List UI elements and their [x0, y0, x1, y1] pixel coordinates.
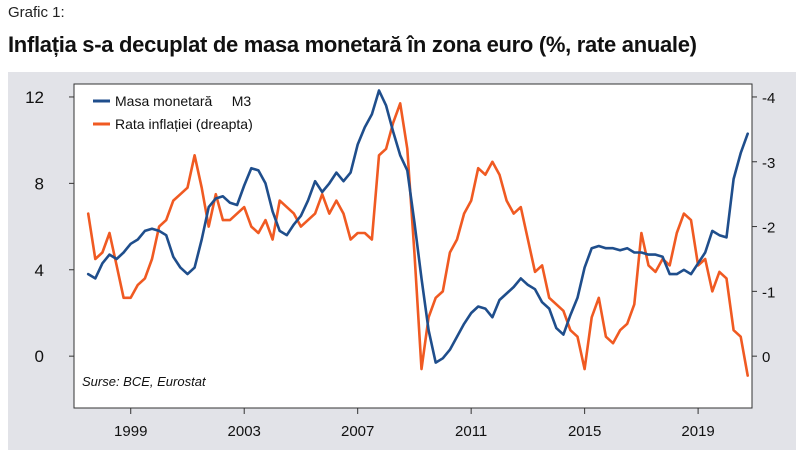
legend-label: Rata inflației (dreapta): [115, 116, 253, 132]
y-right-tick-label: -2: [762, 220, 775, 237]
figure-kicker: Grafic 1:: [8, 4, 65, 21]
source-note: Surse: BCE, Eurostat: [82, 374, 207, 389]
x-tick-label: 2019: [681, 423, 714, 440]
legend: Masa monetară M3 Rata inflației (dreapta): [93, 93, 253, 132]
y-left-tick-label: 8: [35, 174, 44, 193]
x-tick-label: 2015: [568, 423, 601, 440]
y-left-tick-label: 4: [35, 261, 44, 280]
x-tick-label: 2011: [455, 423, 487, 440]
y-left-tick-label: 0: [35, 347, 44, 366]
x-tick-label: 1999: [114, 423, 147, 440]
y-right-tick-label: -4: [762, 90, 775, 107]
series-line-inflation: [86, 102, 750, 377]
series-line-m3: [86, 89, 750, 364]
x-tick-label: 2003: [228, 423, 261, 440]
axes: 1999 2003 2007 2011 2015 2019 0 4 8 12 0 -1 -2 -3 -4: [25, 88, 775, 440]
legend-label: Masa monetară M3: [115, 93, 251, 109]
y-right-tick-label: -1: [762, 284, 775, 301]
y-right-tick-label: -3: [762, 155, 775, 172]
chart-title: Inflația s-a decuplat de masa monetară î…: [8, 32, 697, 57]
series-lines: [86, 89, 750, 377]
y-right-tick-label: 0: [762, 349, 770, 366]
x-tick-label: 2007: [341, 423, 374, 440]
y-left-tick-label: 12: [25, 88, 44, 107]
